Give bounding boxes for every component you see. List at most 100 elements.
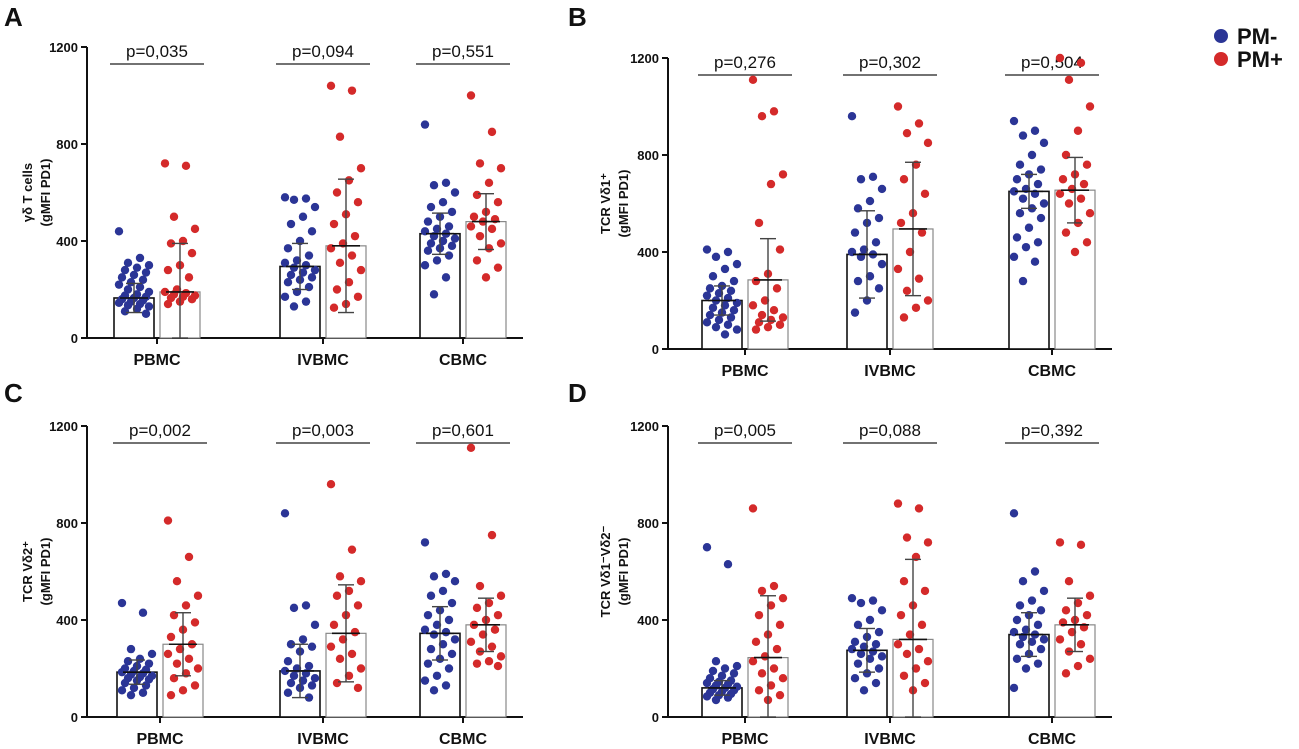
data-point bbox=[353, 292, 363, 301]
data-point bbox=[344, 176, 354, 185]
data-point bbox=[280, 292, 290, 301]
data-point bbox=[775, 620, 785, 630]
data-point bbox=[310, 674, 320, 683]
data-point bbox=[335, 572, 345, 581]
data-point bbox=[1012, 615, 1022, 625]
data-point bbox=[859, 245, 869, 254]
data-point bbox=[905, 247, 915, 257]
data-point bbox=[896, 218, 906, 228]
data-point bbox=[426, 644, 436, 654]
data-point bbox=[708, 272, 718, 281]
data-point bbox=[1061, 228, 1071, 237]
data-point bbox=[1033, 620, 1043, 630]
data-point bbox=[332, 591, 342, 600]
y-axis-label-line2: (gMFI PD1) bbox=[38, 159, 53, 227]
data-point bbox=[766, 179, 776, 189]
data-point bbox=[766, 315, 776, 325]
data-point bbox=[859, 686, 869, 695]
data-point bbox=[444, 664, 454, 673]
data-point bbox=[923, 138, 933, 148]
data-point bbox=[1064, 577, 1074, 586]
data-point bbox=[484, 657, 494, 666]
data-point bbox=[1018, 194, 1028, 203]
data-point bbox=[923, 296, 933, 305]
data-point bbox=[447, 207, 457, 217]
data-point bbox=[917, 228, 927, 237]
data-point bbox=[304, 251, 314, 260]
data-point bbox=[126, 644, 136, 654]
data-point bbox=[754, 218, 764, 228]
data-point bbox=[450, 635, 460, 644]
data-point bbox=[329, 303, 339, 312]
data-point bbox=[1085, 209, 1095, 218]
data-point bbox=[472, 603, 482, 613]
data-point bbox=[1009, 187, 1019, 196]
y-axis-label-line2: (gMFI PD1) bbox=[616, 170, 631, 238]
data-point bbox=[760, 296, 770, 305]
data-point bbox=[326, 642, 336, 651]
data-point bbox=[769, 107, 779, 116]
data-point bbox=[420, 538, 430, 547]
panel-letter: C bbox=[4, 378, 23, 408]
panel-letter: A bbox=[4, 2, 23, 32]
data-point bbox=[347, 545, 357, 554]
data-point bbox=[429, 630, 439, 639]
data-point bbox=[347, 86, 357, 95]
data-point bbox=[1036, 644, 1046, 654]
data-point bbox=[871, 678, 881, 688]
data-point bbox=[1061, 606, 1071, 615]
panel-c: C 0 400 800 1200 TCR Vδ2⁺ (gMFI PD1) PBMC p=0,00… bbox=[4, 378, 523, 748]
data-point bbox=[720, 330, 730, 339]
data-point bbox=[751, 276, 761, 286]
data-point bbox=[117, 598, 127, 608]
data-point bbox=[304, 693, 314, 702]
data-point bbox=[847, 644, 857, 654]
data-point bbox=[289, 671, 299, 680]
data-point bbox=[283, 688, 293, 697]
data-point bbox=[123, 657, 133, 666]
p-value-label: p=0,003 bbox=[292, 421, 354, 440]
data-point bbox=[729, 306, 739, 315]
data-point bbox=[178, 686, 188, 695]
data-point bbox=[466, 91, 476, 100]
data-point bbox=[160, 287, 170, 297]
data-point bbox=[1082, 610, 1092, 620]
y-tick-label: 1200 bbox=[630, 419, 659, 434]
data-point bbox=[356, 577, 366, 586]
data-point bbox=[298, 268, 308, 277]
data-point bbox=[344, 671, 354, 680]
data-point bbox=[708, 666, 718, 676]
data-point bbox=[496, 652, 506, 661]
data-point bbox=[714, 289, 724, 298]
data-point bbox=[853, 276, 863, 286]
data-point bbox=[310, 202, 320, 212]
data-point bbox=[751, 637, 761, 647]
data-point bbox=[423, 246, 433, 255]
data-point bbox=[732, 325, 742, 334]
data-point bbox=[1076, 540, 1086, 550]
data-point bbox=[472, 659, 482, 668]
data-point bbox=[420, 261, 430, 270]
x-tick-label: PBMC bbox=[721, 363, 769, 380]
data-point bbox=[184, 552, 194, 562]
x-tick-label: IVBMC bbox=[297, 731, 349, 748]
y-tick-label: 0 bbox=[71, 710, 78, 725]
data-point bbox=[496, 591, 506, 600]
data-point bbox=[865, 615, 875, 625]
data-point bbox=[289, 263, 299, 272]
data-point bbox=[1073, 126, 1083, 135]
data-point bbox=[732, 661, 742, 671]
data-point bbox=[356, 664, 366, 673]
data-point bbox=[441, 569, 451, 579]
data-point bbox=[301, 194, 311, 203]
data-point bbox=[1015, 209, 1025, 218]
data-point bbox=[447, 598, 457, 608]
data-point bbox=[1021, 625, 1031, 634]
data-point bbox=[175, 644, 185, 654]
data-point bbox=[466, 637, 476, 647]
data-point bbox=[187, 248, 197, 258]
y-tick-label: 400 bbox=[56, 234, 78, 249]
y-tick-label: 800 bbox=[56, 516, 78, 531]
data-point bbox=[902, 286, 912, 295]
